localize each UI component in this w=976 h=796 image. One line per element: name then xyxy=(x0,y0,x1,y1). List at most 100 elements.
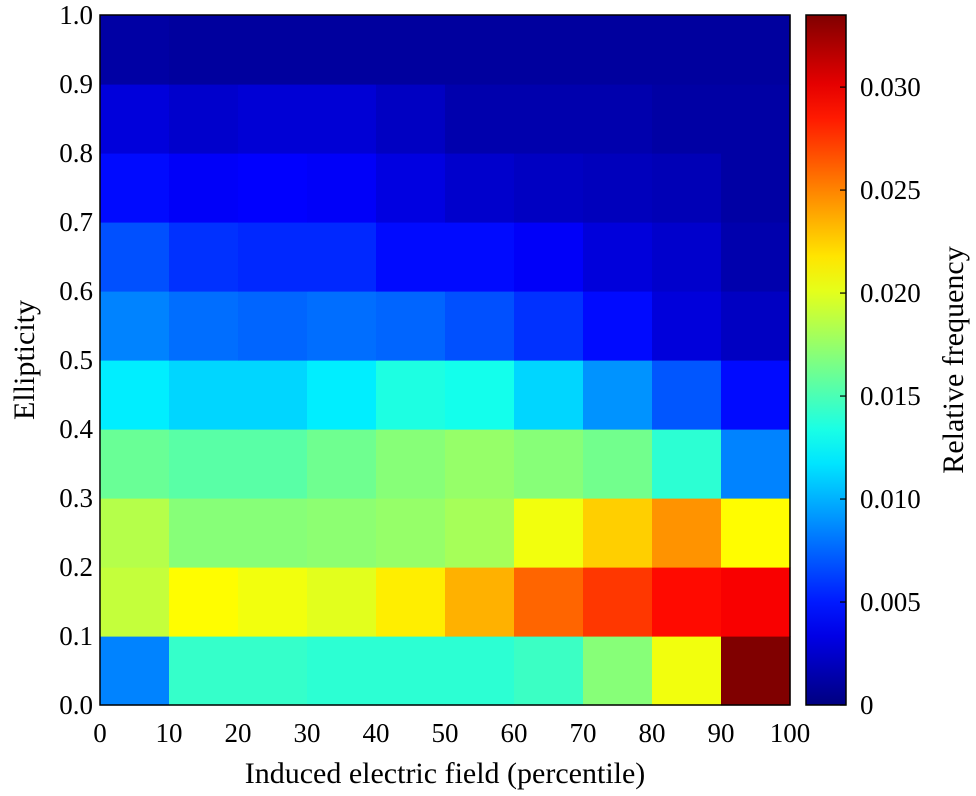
heatmap-cell xyxy=(445,291,515,361)
y-tick-label: 0.2 xyxy=(59,552,93,582)
x-tick-label: 10 xyxy=(156,718,183,748)
heatmap-cell xyxy=(652,567,722,637)
heatmap-cell xyxy=(307,498,377,568)
heatmap-cell xyxy=(238,360,308,430)
heatmap-cell xyxy=(169,360,239,430)
y-tick-label: 0.5 xyxy=(59,345,93,375)
heatmap-cell xyxy=(583,498,653,568)
colorbar-tick-label: 0.020 xyxy=(860,278,921,308)
colorbar-tick-label: 0.025 xyxy=(860,175,921,205)
x-axis-label: Induced electric field (percentile) xyxy=(245,757,646,790)
heatmap-cell xyxy=(169,84,239,154)
colorbar-ticks: 0 0.005 0.010 0.015 0.020 0.025 0.030 xyxy=(840,72,921,720)
heatmap-cell xyxy=(376,153,446,223)
heatmap-cell xyxy=(721,636,791,706)
x-tick-label: 70 xyxy=(570,718,597,748)
heatmap-cell xyxy=(376,291,446,361)
heatmap-cell xyxy=(307,360,377,430)
y-tick-label: 0.7 xyxy=(59,207,93,237)
heatmap-cell xyxy=(652,84,722,154)
heatmap-cell xyxy=(238,567,308,637)
heatmap-cell xyxy=(583,360,653,430)
heatmap-cell xyxy=(445,84,515,154)
heatmap-cell xyxy=(514,636,584,706)
heatmap-cell xyxy=(100,567,170,637)
colorbar-tick-label: 0.010 xyxy=(860,484,921,514)
heatmap-cell xyxy=(583,222,653,292)
heatmap-cell xyxy=(652,636,722,706)
colorbar-tick-label: 0 xyxy=(860,690,874,720)
heatmap-cell xyxy=(238,429,308,499)
heatmap-cell xyxy=(721,567,791,637)
heatmap-cell xyxy=(514,429,584,499)
heatmap-cell xyxy=(445,498,515,568)
x-tick-label: 0 xyxy=(93,718,107,748)
heatmap-cell xyxy=(376,429,446,499)
heatmap-cell xyxy=(721,15,791,85)
heatmap-cell xyxy=(307,15,377,85)
heatmap-cell xyxy=(514,360,584,430)
colorbar-tick-label: 0.030 xyxy=(860,72,921,102)
heatmap-cell xyxy=(169,429,239,499)
heatmap-cell xyxy=(376,567,446,637)
heatmap-cell xyxy=(583,429,653,499)
heatmap-cell xyxy=(100,360,170,430)
heatmap-cell xyxy=(721,222,791,292)
x-tick-label: 40 xyxy=(363,718,390,748)
x-tick-label: 90 xyxy=(708,718,735,748)
colorbar-label: Relative frequency xyxy=(937,246,970,473)
y-tick-label: 0.1 xyxy=(59,621,93,651)
colorbar xyxy=(805,14,847,706)
heatmap-cell xyxy=(721,429,791,499)
heatmap-cell xyxy=(307,222,377,292)
heatmap-cell xyxy=(445,153,515,223)
x-tick-label: 50 xyxy=(432,718,459,748)
heatmap-cell xyxy=(652,498,722,568)
heatmap-cell xyxy=(652,153,722,223)
heatmap-cell xyxy=(514,84,584,154)
heatmap-cell xyxy=(583,84,653,154)
heatmap-cell xyxy=(721,153,791,223)
heatmap-cell xyxy=(307,636,377,706)
y-tick-label: 0.3 xyxy=(59,483,93,513)
heatmap-cell xyxy=(652,291,722,361)
x-tick-label: 60 xyxy=(501,718,528,748)
heatmap-cell xyxy=(376,360,446,430)
heatmap-cell xyxy=(514,222,584,292)
heatmap-cell xyxy=(721,498,791,568)
heatmap-cell xyxy=(445,360,515,430)
heatmap-cells xyxy=(100,15,791,706)
heatmap-cell xyxy=(652,15,722,85)
heatmap-cell xyxy=(100,429,170,499)
heatmap-cell xyxy=(514,291,584,361)
heatmap-cell xyxy=(721,291,791,361)
y-tick-label: 0.9 xyxy=(59,69,93,99)
heatmap-cell xyxy=(514,15,584,85)
heatmap-cell xyxy=(100,153,170,223)
y-tick-label: 1.0 xyxy=(59,0,93,30)
heatmap-cell xyxy=(583,636,653,706)
heatmap-cell xyxy=(583,291,653,361)
heatmap-cell xyxy=(583,567,653,637)
heatmap-cell xyxy=(100,498,170,568)
heatmap-cell xyxy=(238,636,308,706)
heatmap-cell xyxy=(652,429,722,499)
heatmap-cell xyxy=(238,222,308,292)
heatmap-cell xyxy=(307,567,377,637)
heatmap-cell xyxy=(583,15,653,85)
heatmap-cell xyxy=(376,636,446,706)
heatmap-cell xyxy=(514,567,584,637)
heatmap-cell xyxy=(445,567,515,637)
x-tick-label: 30 xyxy=(294,718,321,748)
heatmap-cell xyxy=(721,360,791,430)
heatmap-cell xyxy=(238,498,308,568)
y-tick-label: 0.6 xyxy=(59,276,93,306)
colorbar-tick-label: 0.015 xyxy=(860,381,921,411)
heatmap-cell xyxy=(652,222,722,292)
y-tick-label: 0.8 xyxy=(59,138,93,168)
heatmap-cell xyxy=(307,429,377,499)
x-tick-label: 100 xyxy=(770,718,811,748)
heatmap-cell xyxy=(169,498,239,568)
heatmap-cell xyxy=(445,636,515,706)
